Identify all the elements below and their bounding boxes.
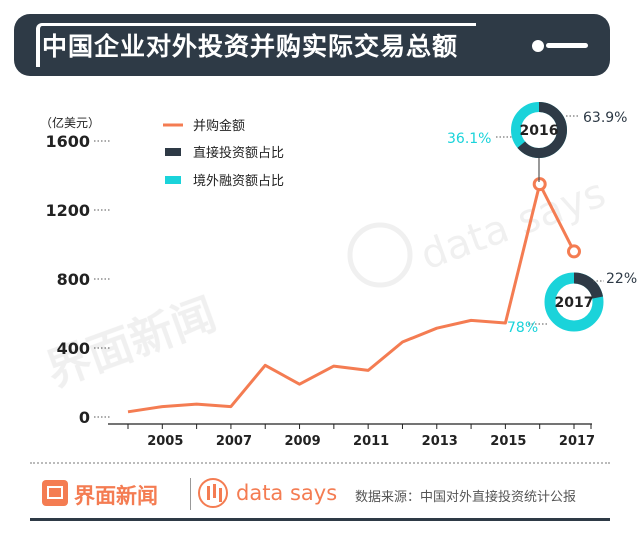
- watermark-datasays: data says: [415, 170, 612, 279]
- datasays-label: data says: [236, 481, 338, 505]
- x-tick-label: 2015: [490, 434, 526, 449]
- donut-2017-direct-share: 22%: [606, 271, 637, 287]
- watermark: 界面新闻 data says: [40, 170, 612, 397]
- footer-divider: [30, 462, 610, 464]
- x-tick-label: 2009: [284, 434, 320, 449]
- datasays-logo-icon: [198, 478, 228, 508]
- point-marker-2017: [567, 244, 581, 259]
- brand-name: 界面新闻: [74, 484, 158, 508]
- x-tick-label: 2017: [559, 434, 595, 449]
- y-axis-unit-label: （亿美元）: [40, 115, 100, 130]
- footer-separator: [190, 478, 191, 510]
- y-tick-label: 400: [57, 339, 90, 358]
- jiemian-logo-icon: [42, 480, 68, 506]
- chart: 界面新闻 data says （亿美元） 0 400 800 1200 1600 200…: [40, 102, 637, 449]
- legend-item-direct: 直接投资额占比: [193, 145, 284, 161]
- title-frame: [36, 23, 476, 67]
- x-tick-label: 2011: [353, 434, 389, 449]
- donut-2016-direct-share: 63.9%: [583, 110, 627, 126]
- donut-2017-year: 2017: [555, 295, 594, 311]
- line-markers: [532, 177, 581, 259]
- legend-overseas-swatch: [165, 176, 181, 184]
- title-decoration-icon: [532, 40, 588, 52]
- title-bar: [14, 14, 610, 76]
- donut-2016-direct-arc: [511, 102, 567, 158]
- y-tick-label: 0: [79, 408, 90, 427]
- x-axis: 2005 2007 2009 2011 2013 2015 2017: [108, 423, 595, 449]
- series-line-ma: [127, 182, 576, 414]
- donut-2017-overseas-share: 78%: [507, 320, 538, 336]
- donut-2017-direct-arc: [544, 272, 604, 332]
- legend-item-ma: 并购金额: [193, 118, 245, 134]
- legend-direct-swatch: [165, 148, 181, 156]
- x-tick-label: 2005: [147, 434, 183, 449]
- chart-title: 中国企业对外投资并购实际交易总额: [42, 32, 459, 61]
- watermark-datasays-icon: [347, 222, 413, 288]
- x-tick-label: 2013: [422, 434, 458, 449]
- data-source: 数据来源：中国对外直接投资统计公报: [355, 490, 577, 505]
- footer-bottom-rule: [30, 518, 610, 521]
- donut-2016-year: 2016: [520, 123, 559, 139]
- y-tick-label: 1600: [45, 132, 90, 151]
- legend: 并购金额 直接投资额占比 境外融资额占比: [163, 118, 284, 189]
- y-tick-label: 1200: [45, 201, 90, 220]
- legend-item-overseas: 境外融资额占比: [193, 174, 284, 189]
- y-tick-label: 800: [57, 270, 90, 289]
- donut-2016-overseas-share: 36.1%: [447, 131, 491, 147]
- point-marker-2016: [532, 177, 547, 192]
- donut-2016: 2016 63.9% 36.1%: [447, 102, 627, 182]
- donut-2017: 2017 22% 78%: [507, 271, 637, 336]
- y-axis: 0 400 800 1200 1600: [45, 132, 110, 427]
- x-tick-label: 2007: [216, 434, 252, 449]
